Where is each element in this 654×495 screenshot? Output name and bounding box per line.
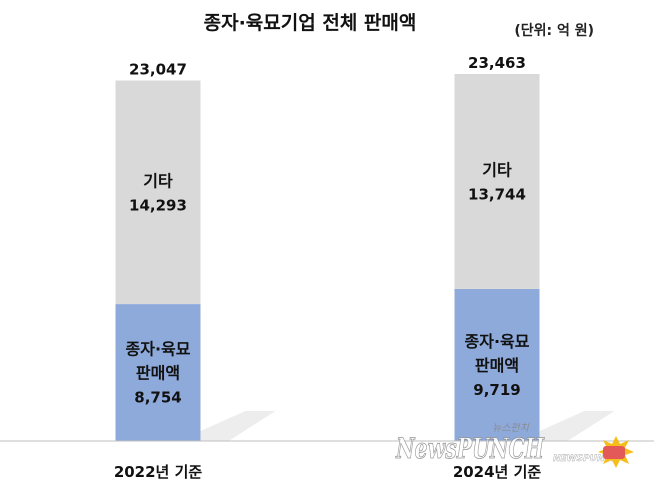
bar-total-label: 23,463	[468, 54, 526, 72]
bar-segment	[454, 74, 540, 289]
bar-shadow	[539, 411, 615, 441]
segment-value-label: 8,754	[134, 389, 181, 407]
segment-value-label: 13,744	[468, 185, 526, 203]
newspunch-watermark: NewsPUNCH 뉴스펀치 NEWSPUNCH	[395, 422, 634, 468]
segment-label: 판매액	[136, 364, 180, 383]
segment-value-label: 14,293	[129, 196, 187, 214]
segment-label: 종자·육묘	[465, 332, 530, 351]
bar-total-label: 23,047	[129, 61, 187, 79]
bar-segment	[115, 80, 201, 305]
watermark-logo-text: NEWSPUNCH	[553, 454, 619, 464]
unit-label: (단위: 억 원)	[514, 22, 594, 39]
watermark-main: NewsPUNCH	[395, 432, 545, 465]
segment-label: 기타	[482, 160, 512, 179]
segment-value-label: 9,719	[473, 381, 520, 399]
category-label: 2024년 기준	[453, 463, 542, 481]
bar-segment	[454, 288, 540, 441]
chart-title: 종자·육묘기업 전체 판매액	[204, 12, 417, 34]
segment-label: 판매액	[475, 356, 519, 375]
bar-shadow	[200, 411, 276, 441]
category-label: 2022년 기준	[114, 463, 203, 481]
bar-segment	[115, 304, 201, 441]
watermark-sub: 뉴스펀치	[492, 422, 530, 434]
bars-group	[115, 74, 540, 441]
punch-icon	[603, 446, 625, 459]
bar-shadows	[200, 411, 615, 441]
newspunch-logo: NEWSPUNCH	[553, 436, 634, 468]
segment-label: 종자·육묘	[126, 340, 191, 359]
segment-label: 기타	[143, 171, 173, 190]
